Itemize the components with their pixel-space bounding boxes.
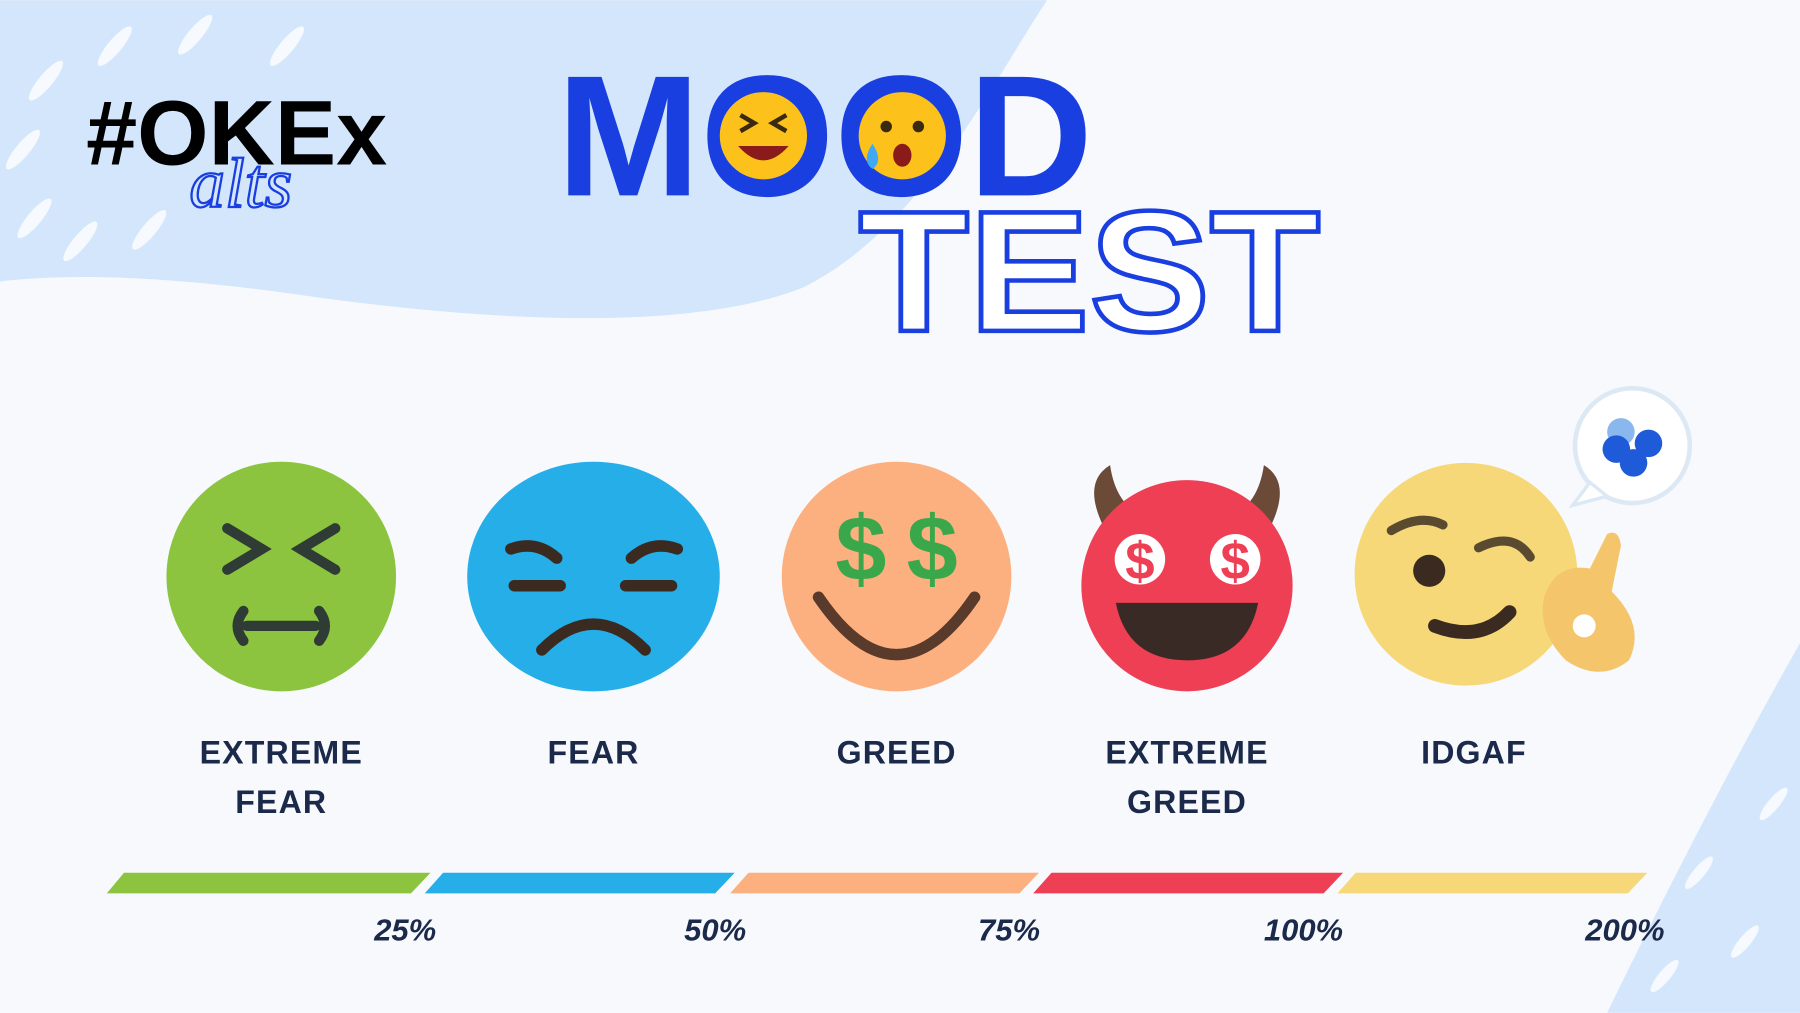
mood-label: EXTREME <box>200 735 363 771</box>
mood-label: FEAR <box>547 735 639 771</box>
mood-percent: 50% <box>684 912 746 947</box>
mood-label: FEAR <box>235 784 327 820</box>
bars <box>106 872 1648 894</box>
mood-label: IDGAF <box>1421 735 1527 771</box>
subtitle: TEST <box>859 176 1320 368</box>
title-emoji <box>719 92 946 180</box>
faces: $ $ $ $ <box>166 385 1693 692</box>
brush-strokes <box>5 14 1788 993</box>
mood-label: GREED <box>837 735 957 771</box>
corner-shape <box>1607 643 1800 1013</box>
mood-label: GREED <box>1127 784 1247 820</box>
mood-percent: 75% <box>978 912 1040 947</box>
mood-percent: 100% <box>1264 912 1343 947</box>
brand: #OKEx <box>86 82 387 184</box>
svg-text:$: $ <box>835 498 886 600</box>
svg-text:$: $ <box>1221 532 1250 591</box>
brand-sub: alts <box>189 145 292 223</box>
mood-percent: 200% <box>1584 912 1664 947</box>
top-shape <box>0 0 1047 319</box>
mood-label: EXTREME <box>1105 735 1268 771</box>
svg-text:$: $ <box>1125 532 1154 591</box>
svg-text:$: $ <box>907 498 958 600</box>
title: MOOD <box>557 40 1093 232</box>
mood-percent: 25% <box>373 912 436 947</box>
